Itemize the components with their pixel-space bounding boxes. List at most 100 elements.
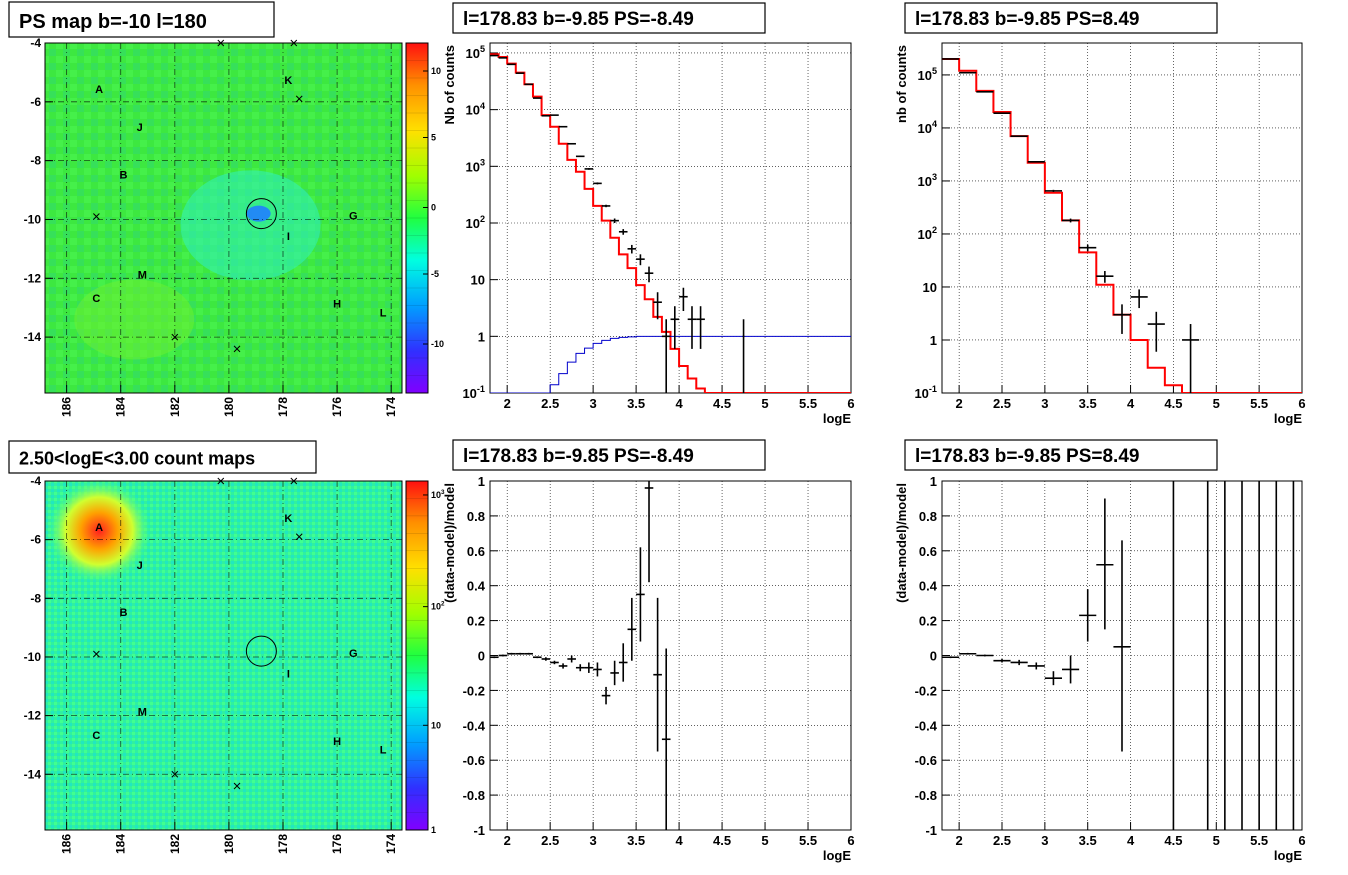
cross-marker — [217, 39, 225, 47]
x-tick-label: 178 — [276, 397, 290, 417]
source-label: L — [380, 745, 387, 757]
plot-series-group — [490, 53, 851, 393]
data-point — [575, 664, 585, 672]
data-point — [976, 654, 994, 657]
y-tick-label: -1 — [473, 823, 485, 838]
y-axis-label: Nb of counts — [442, 45, 457, 124]
x-tick-label: 6 — [1298, 833, 1305, 848]
source-label: J — [137, 122, 143, 134]
x-tick-label: 2.5 — [993, 833, 1011, 848]
y-axis-label: (data-model)/model — [894, 483, 909, 603]
cross-marker — [93, 650, 100, 658]
source-label: J — [137, 560, 143, 572]
x-tick-label: 4 — [675, 396, 683, 411]
data-point — [1027, 662, 1045, 670]
data-point — [524, 652, 533, 655]
count-map-title-box — [8, 440, 317, 474]
x-tick-label: 186 — [60, 397, 74, 417]
data-point — [610, 660, 619, 686]
data-point — [618, 643, 628, 682]
y-axis-label: (data-model)/model — [442, 483, 457, 603]
data-point — [644, 481, 654, 583]
y-tick-label: 102 — [465, 214, 485, 231]
y-tick-label: 1 — [930, 333, 937, 348]
data-point — [593, 662, 602, 677]
y-tick-label: -1 — [925, 823, 937, 838]
x-tick-label: 3 — [1041, 396, 1048, 411]
x-tick-label: 180 — [222, 397, 236, 417]
y-tick-label: 105 — [917, 66, 937, 83]
x-tick-label: 180 — [222, 834, 236, 854]
y-tick-label: 10-1 — [462, 384, 485, 401]
y-tick-label: -4 — [30, 36, 41, 50]
map-bright-source — [47, 478, 152, 583]
data-point — [1044, 671, 1062, 686]
x-tick-label: 2.5 — [541, 396, 559, 411]
x-tick-label: 5 — [1213, 833, 1220, 848]
data-point — [1113, 540, 1131, 752]
cross-marker — [233, 782, 241, 790]
data-point — [593, 182, 602, 185]
y-tick-label: 10 — [923, 280, 937, 295]
source-label: B — [119, 607, 127, 619]
source-label: H — [333, 299, 341, 311]
y-tick-label: 1 — [478, 474, 485, 489]
data-point — [584, 662, 594, 673]
y-tick-label: -12 — [24, 709, 42, 723]
ps-map-title-box — [8, 1, 275, 38]
y-tick-label: -0.2 — [915, 683, 937, 698]
source-label: M — [138, 269, 147, 281]
source-label: G — [349, 210, 358, 222]
y-tick-label: 0.4 — [919, 579, 938, 594]
cross-marker — [295, 533, 303, 541]
data-point — [653, 292, 662, 320]
x-tick-label: 3.5 — [1079, 833, 1097, 848]
data-point — [653, 597, 662, 752]
colorbar — [406, 481, 428, 830]
data-point — [558, 663, 568, 669]
x-tick-label: 3.5 — [627, 396, 645, 411]
spectrum-neg-title: l=178.83 b=-9.85 PS=-8.49 — [463, 9, 694, 30]
x-tick-label: 5 — [1213, 396, 1220, 411]
data-point — [942, 656, 960, 659]
spectrum-pos-title-box — [904, 2, 1218, 34]
x-axis-label: logE — [1274, 411, 1302, 426]
cross-marker — [171, 770, 179, 778]
x-tick-label: 176 — [330, 834, 344, 854]
y-tick-label: 0 — [930, 649, 937, 664]
cross-marker — [290, 477, 298, 485]
x-tick-label: 4 — [1127, 833, 1135, 848]
data-point — [1079, 589, 1097, 642]
ps-map-title: PS map b=-10 l=180 — [19, 11, 207, 33]
x-axis-label: logE — [823, 848, 851, 863]
data-point — [1113, 304, 1131, 334]
source-label: B — [119, 169, 127, 181]
source-label: C — [92, 730, 100, 742]
data-point — [584, 168, 594, 170]
data-point — [1182, 324, 1200, 393]
y-tick-label: 10-1 — [914, 384, 937, 401]
colorbar-tick-label: 10 — [431, 720, 441, 730]
y-axis-label: nb of counts — [894, 45, 909, 123]
colorbar-tick-label: 102 — [431, 601, 445, 612]
data-point — [670, 306, 680, 349]
x-axis-label: logE — [823, 411, 851, 426]
x-tick-label: 3 — [1041, 833, 1048, 848]
residual-pos-title: l=178.83 b=-9.85 PS=8.49 — [915, 446, 1139, 467]
x-tick-label: 3 — [590, 833, 597, 848]
colorbar-tick-label: -5 — [431, 269, 439, 279]
x-tick-label: 5.5 — [799, 396, 817, 411]
y-tick-label: -0.4 — [463, 718, 486, 733]
x-tick-label: 2 — [504, 396, 511, 411]
cross-marker — [295, 95, 303, 103]
colorbar-tick-label: -10 — [431, 339, 444, 349]
x-tick-label: 4 — [675, 833, 683, 848]
weight-histogram — [490, 335, 851, 393]
source-label: M — [138, 707, 147, 719]
data-point — [959, 652, 977, 655]
map-deficit-spot — [246, 205, 271, 222]
data-point — [567, 142, 576, 145]
source-label: A — [95, 84, 103, 96]
y-tick-label: -12 — [24, 271, 42, 285]
x-tick-label: 3.5 — [1079, 396, 1097, 411]
